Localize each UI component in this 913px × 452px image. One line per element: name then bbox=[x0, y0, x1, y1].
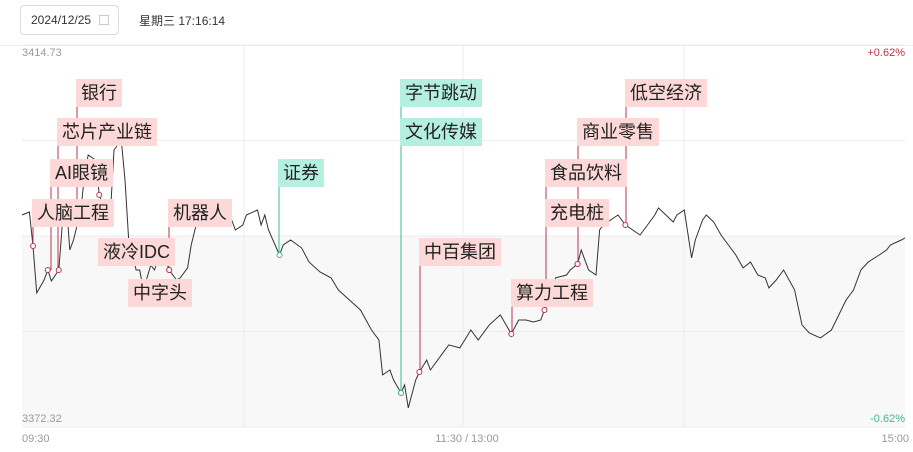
annotation-label[interactable]: AI眼镜 bbox=[50, 159, 114, 187]
annotation-marker bbox=[574, 260, 581, 267]
annotation-label[interactable]: 商业零售 bbox=[577, 118, 659, 146]
pct-max-label: +0.62% bbox=[867, 47, 905, 59]
pct-min-label: -0.62% bbox=[870, 413, 905, 425]
date-value: 2024/12/25 bbox=[31, 13, 92, 27]
x-tick: 11:30 / 13:00 bbox=[435, 433, 498, 445]
annotation-marker bbox=[622, 221, 629, 228]
y-max-label: 3414.73 bbox=[22, 47, 62, 59]
annotation-label[interactable]: 人脑工程 bbox=[32, 199, 114, 227]
x-tick: 09:30 bbox=[22, 433, 50, 445]
x-tick: 15:00 bbox=[881, 433, 909, 445]
date-picker[interactable]: 2024/12/25 bbox=[20, 5, 119, 35]
annotation-label[interactable]: 银行 bbox=[76, 79, 122, 107]
annotation-marker bbox=[30, 242, 37, 249]
annotation-marker bbox=[96, 191, 103, 198]
annotation-label[interactable]: 证券 bbox=[278, 159, 324, 187]
annotation-marker bbox=[416, 368, 423, 375]
annotation-label[interactable]: 文化传媒 bbox=[400, 118, 482, 146]
current-datetime: 星期三 17:16:14 bbox=[139, 14, 226, 28]
annotation-marker bbox=[541, 306, 548, 313]
annotation-label[interactable]: 机器人 bbox=[168, 199, 232, 227]
annotation-marker bbox=[44, 267, 51, 274]
annotation-label[interactable]: 液冷IDC bbox=[98, 238, 175, 266]
annotation-label[interactable]: 中百集团 bbox=[419, 238, 501, 266]
annotation-label[interactable]: 字节跳动 bbox=[400, 79, 482, 107]
calendar-icon[interactable] bbox=[99, 15, 110, 25]
annotation-marker bbox=[55, 267, 62, 274]
annotation-marker bbox=[166, 267, 173, 274]
annotation-label[interactable]: 芯片产业链 bbox=[57, 118, 157, 146]
price-line bbox=[21, 138, 906, 409]
annotation-marker bbox=[397, 389, 404, 396]
y-min-label: 3372.32 bbox=[22, 413, 62, 425]
annotation-label[interactable]: 食品饮料 bbox=[545, 159, 627, 187]
annotation-label[interactable]: 充电桩 bbox=[545, 199, 609, 227]
annotation-marker bbox=[508, 330, 515, 337]
annotation-marker bbox=[276, 251, 283, 258]
annotation-label[interactable]: 算力工程 bbox=[511, 279, 593, 307]
annotation-label[interactable]: 低空经济 bbox=[625, 79, 707, 107]
annotation-label[interactable]: 中字头 bbox=[128, 279, 192, 307]
